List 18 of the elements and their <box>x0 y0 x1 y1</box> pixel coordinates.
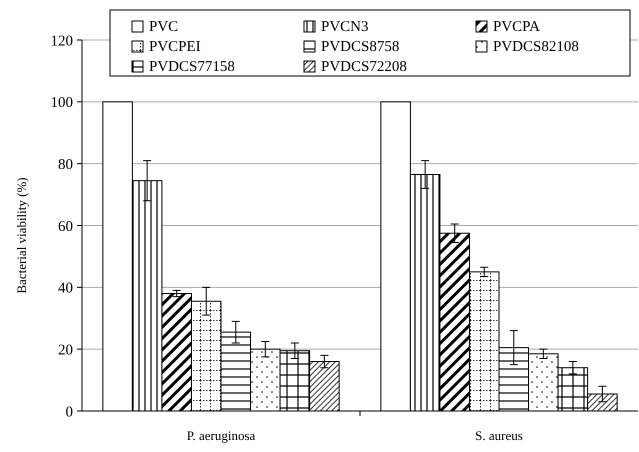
legend-label: PVDCS72208 <box>321 59 407 75</box>
y-tick-label: 100 <box>50 95 73 112</box>
legend-label: PVCPA <box>493 19 540 35</box>
y-axis-title: Bacterial viability (%) <box>14 177 29 294</box>
y-tick-label: 60 <box>58 218 73 235</box>
legend-label: PVC <box>149 19 178 35</box>
y-tick-label: 20 <box>58 342 73 358</box>
legend-label: PVCN3 <box>321 19 369 35</box>
legend-label: PVDCS77158 <box>149 59 235 75</box>
x-tick-label: S. aureus <box>475 428 523 443</box>
x-tick-label: P. aeruginosa <box>186 428 256 443</box>
y-tick-label: 40 <box>58 280 73 297</box>
legend-label: PVCPEI <box>149 39 201 55</box>
y-tick-label: 80 <box>58 156 73 173</box>
legend-label: PVDCS8758 <box>321 39 400 55</box>
legend-label: PVDCS82108 <box>493 39 579 55</box>
y-tick-label: 0 <box>66 404 73 420</box>
y-tick-label: 120 <box>50 33 73 50</box>
